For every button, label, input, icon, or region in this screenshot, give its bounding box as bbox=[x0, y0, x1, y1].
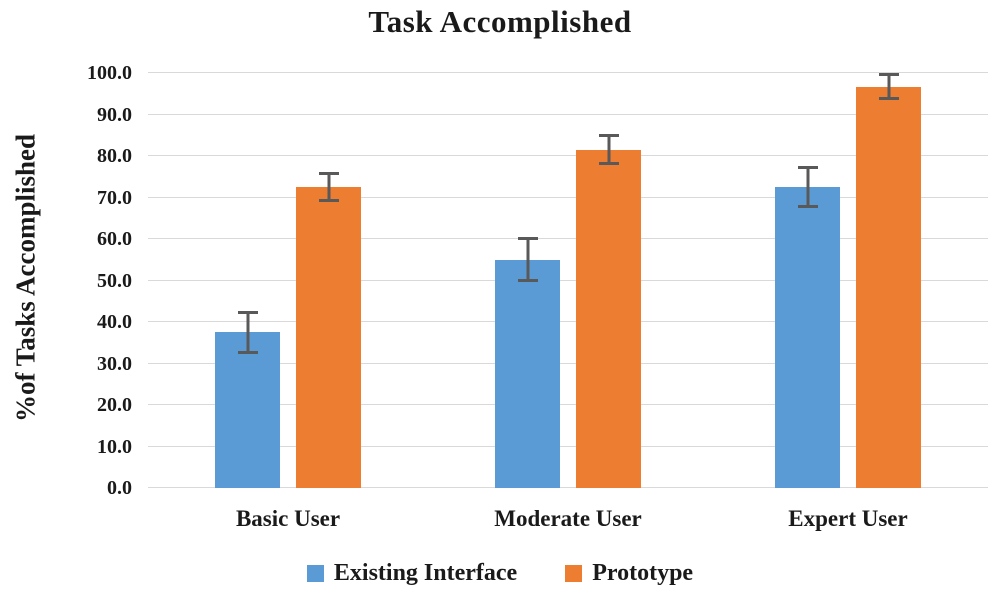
gridline bbox=[148, 279, 988, 281]
error-bar bbox=[237, 310, 258, 354]
gridline bbox=[148, 445, 988, 447]
plot-area bbox=[148, 72, 988, 488]
error-bar-stem bbox=[806, 166, 809, 208]
y-tick-label: 10.0 bbox=[97, 435, 132, 458]
legend-item: Prototype bbox=[565, 560, 693, 587]
error-bar-cap-top bbox=[598, 134, 619, 138]
legend: Existing Interface Prototype bbox=[0, 560, 1000, 587]
error-bar bbox=[318, 171, 339, 203]
error-bar-stem bbox=[607, 134, 610, 166]
bar-prototype-moderate-user bbox=[576, 149, 641, 488]
error-bar bbox=[878, 73, 899, 101]
legend-label: Prototype bbox=[592, 560, 694, 586]
gridline bbox=[148, 362, 988, 364]
error-bar-cap-top bbox=[237, 310, 258, 314]
error-bar bbox=[517, 237, 538, 283]
y-tick-label: 20.0 bbox=[97, 394, 132, 416]
error-bar bbox=[797, 166, 818, 208]
error-bar-stem bbox=[887, 73, 890, 101]
y-tick-label: 70.0 bbox=[97, 186, 132, 209]
gridline bbox=[148, 113, 988, 115]
gridline bbox=[148, 404, 988, 405]
error-bar-cap-bottom bbox=[797, 204, 818, 208]
x-category-label: Expert User bbox=[788, 506, 908, 531]
legend-swatch-icon bbox=[565, 565, 583, 582]
error-bar bbox=[598, 134, 619, 166]
legend-label: Existing Interface bbox=[333, 560, 518, 586]
error-bar-cap-top bbox=[517, 237, 538, 241]
error-bar-cap-bottom bbox=[598, 162, 619, 166]
y-tick-label: 100.0 bbox=[87, 62, 132, 84]
bar-existing-interface-moderate-user bbox=[495, 259, 560, 488]
gridline bbox=[148, 487, 988, 488]
y-tick-label: 40.0 bbox=[97, 311, 132, 333]
error-bar-cap-bottom bbox=[517, 279, 538, 283]
gridline bbox=[148, 238, 988, 239]
x-category-label: Moderate User bbox=[494, 506, 642, 531]
y-tick-label: 60.0 bbox=[97, 228, 132, 250]
x-category-label: Basic User bbox=[235, 506, 341, 531]
y-tick-label: 30.0 bbox=[97, 352, 132, 375]
legend-swatch-icon bbox=[306, 565, 324, 582]
error-bar-cap-bottom bbox=[878, 97, 899, 101]
error-bar-cap-top bbox=[797, 166, 818, 170]
gridline bbox=[148, 196, 988, 198]
y-tick-label: 0.0 bbox=[107, 477, 132, 499]
legend-item: Existing Interface bbox=[306, 560, 518, 587]
error-bar-stem bbox=[526, 237, 529, 283]
bar-existing-interface-basic-user bbox=[215, 332, 280, 488]
x-axis-labels: Basic User Moderate User Expert User bbox=[148, 496, 988, 536]
chart-title: Task Accomplished bbox=[368, 4, 632, 39]
bar-prototype-basic-user bbox=[296, 187, 361, 488]
error-bar-cap-bottom bbox=[318, 199, 339, 203]
y-axis-tick-labels: 0.0 10.0 20.0 30.0 40.0 50.0 60.0 70.0 80.0 90.0 1… bbox=[0, 63, 140, 498]
error-bar-cap-bottom bbox=[237, 350, 258, 354]
bar-existing-interface-expert-user bbox=[775, 187, 840, 488]
gridline bbox=[148, 155, 988, 156]
error-bar-stem bbox=[327, 171, 330, 203]
y-tick-label: 80.0 bbox=[97, 145, 132, 167]
error-bar-cap-top bbox=[318, 171, 339, 175]
error-bar-cap-top bbox=[878, 73, 899, 77]
bar-prototype-expert-user bbox=[856, 86, 921, 488]
gridline bbox=[148, 321, 988, 322]
y-tick-label: 90.0 bbox=[97, 103, 132, 126]
gridline bbox=[148, 72, 988, 73]
error-bar-stem bbox=[246, 310, 249, 354]
y-tick-label: 50.0 bbox=[97, 269, 132, 292]
